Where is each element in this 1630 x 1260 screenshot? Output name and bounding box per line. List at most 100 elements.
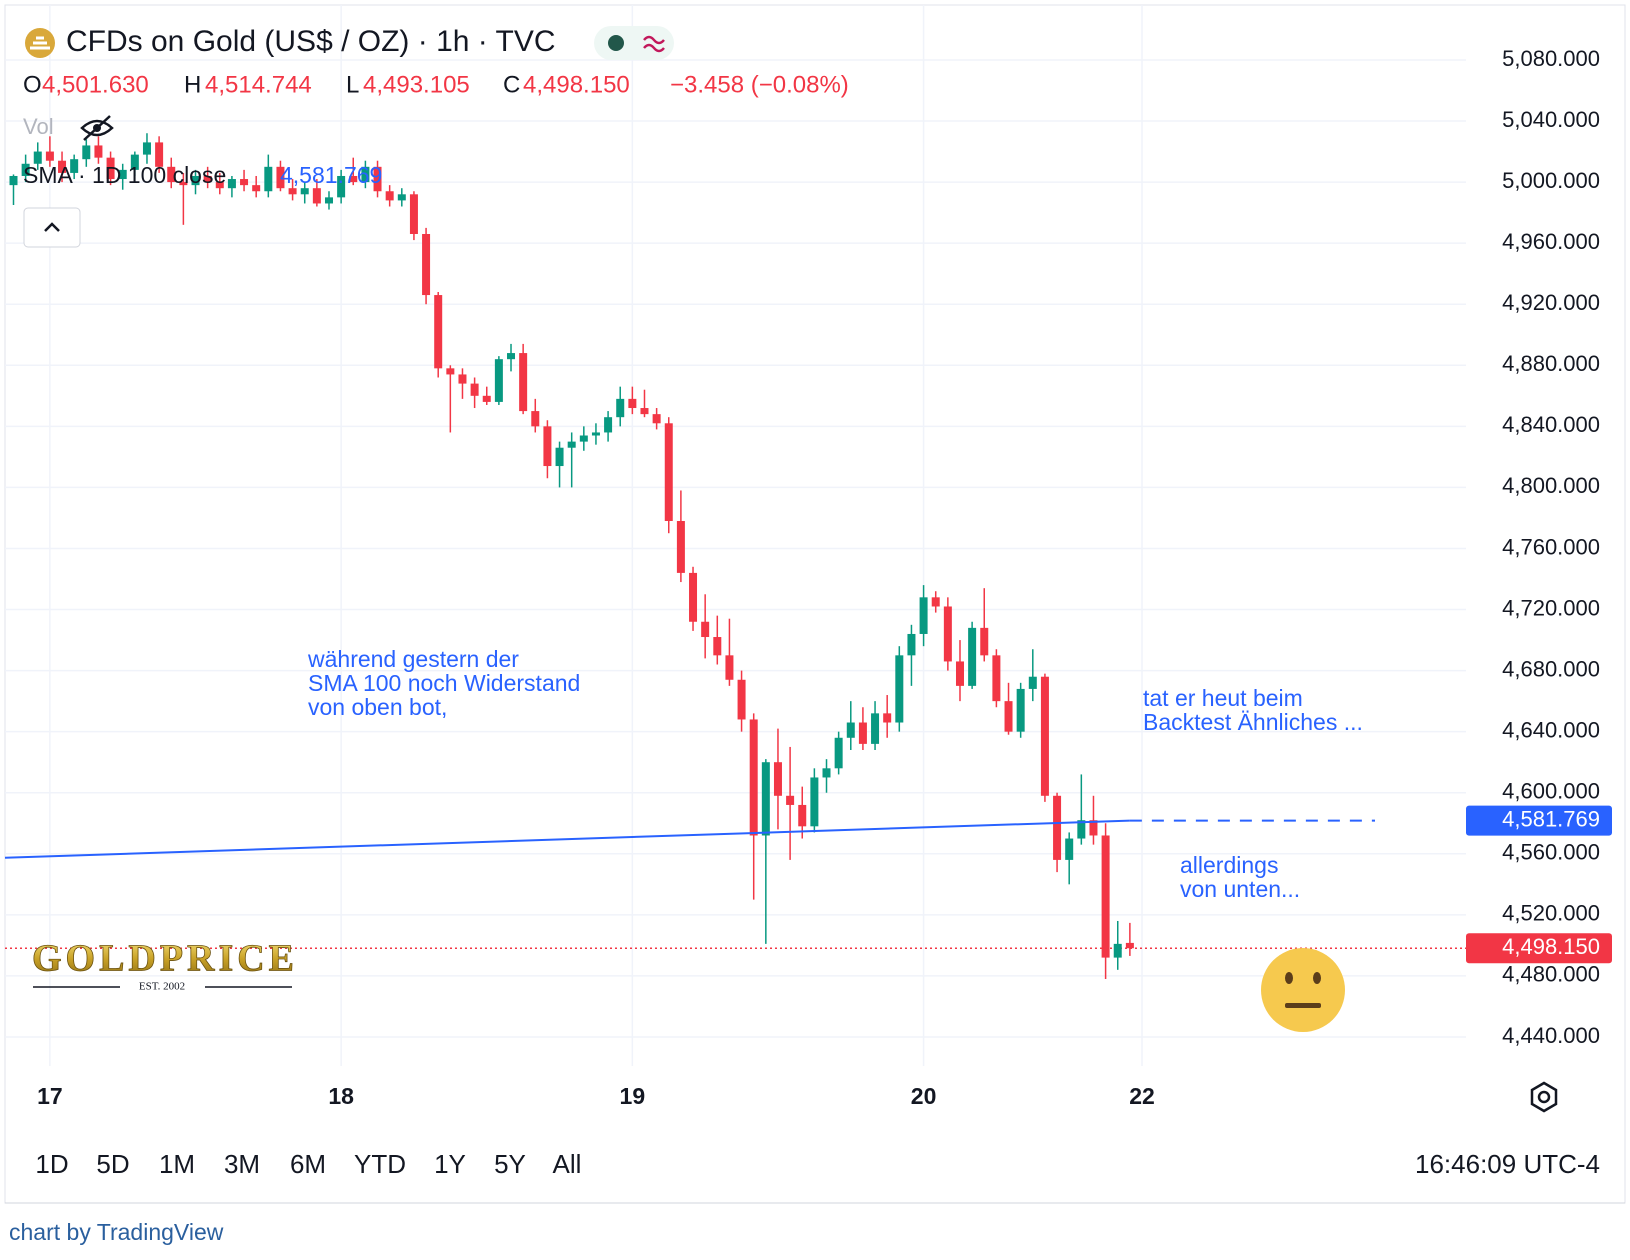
- candle-body: [871, 713, 880, 744]
- y-tick-label: 5,080.000: [1502, 46, 1600, 71]
- ohlc-value: 4,501.630: [42, 71, 149, 98]
- candle-body: [215, 182, 224, 189]
- candle-body: [895, 655, 904, 723]
- y-tick-label: 4,760.000: [1502, 534, 1600, 559]
- candle-body: [252, 185, 261, 192]
- settings-icon[interactable]: [1530, 1081, 1558, 1113]
- candle-body: [725, 655, 734, 680]
- ohlc-key: C: [503, 71, 520, 98]
- candle-body: [1101, 835, 1110, 958]
- candle-body: [543, 426, 552, 467]
- eye-slash: [83, 115, 111, 141]
- chart-title: CFDs on Gold (US$ / OZ) · 1h · TVC: [66, 25, 556, 58]
- sma-legend-value: 4,581.769: [280, 162, 382, 188]
- candle-body: [822, 768, 831, 778]
- emoji-eye: [1285, 972, 1293, 984]
- candle-body: [737, 679, 746, 720]
- candle-body: [531, 411, 540, 427]
- annotation: tat er heut beim: [1143, 685, 1303, 711]
- candle-body: [118, 169, 127, 180]
- candle-body: [409, 194, 418, 234]
- clock: 16:46:09 UTC-4: [1415, 1149, 1600, 1179]
- candle-body: [664, 423, 673, 521]
- candle-body: [482, 395, 491, 402]
- candle-body: [142, 142, 151, 155]
- ohlc-key: L: [346, 71, 359, 98]
- annotation: von unten...: [1180, 876, 1300, 902]
- candle-body: [1040, 676, 1049, 796]
- candle-body: [980, 627, 989, 656]
- candle-body: [567, 441, 576, 448]
- sma-price-badge: [1466, 805, 1612, 836]
- range-button[interactable]: 1Y: [434, 1149, 466, 1179]
- grid: [5, 5, 1466, 1066]
- candle-body: [604, 417, 613, 433]
- x-tick-label: 19: [620, 1083, 646, 1109]
- candle-body: [82, 145, 91, 160]
- status-pill[interactable]: [594, 26, 674, 60]
- candle-body: [397, 194, 406, 201]
- range-button[interactable]: 6M: [290, 1149, 326, 1179]
- candle-body: [470, 383, 479, 396]
- candle-body: [798, 804, 807, 827]
- range-button[interactable]: 1D: [35, 1149, 68, 1179]
- candle-body: [919, 597, 928, 634]
- candle-body: [858, 722, 867, 744]
- candle-body: [1077, 820, 1086, 839]
- candle-body: [507, 353, 516, 360]
- candle-body: [579, 435, 588, 442]
- candle-body: [21, 163, 30, 176]
- range-button[interactable]: 3M: [224, 1149, 260, 1179]
- candle-body: [58, 160, 67, 173]
- range-button[interactable]: YTD: [354, 1149, 406, 1179]
- ohlc-value: 4,514.744: [205, 71, 312, 98]
- y-tick-label: 4,880.000: [1502, 351, 1600, 376]
- range-button[interactable]: 1M: [159, 1149, 195, 1179]
- candle-body: [33, 151, 42, 164]
- y-tick-label: 4,600.000: [1502, 779, 1600, 804]
- logo-tagline: EST. 2002: [139, 981, 185, 993]
- candle-body: [1004, 701, 1013, 732]
- candle-body: [240, 179, 249, 186]
- candle-body: [434, 295, 443, 369]
- attribution[interactable]: chart by TradingView: [9, 1219, 224, 1245]
- collapse-button[interactable]: [23, 207, 81, 248]
- y-tick-label: 4,480.000: [1502, 962, 1600, 987]
- annotation: von oben bot,: [308, 694, 447, 720]
- candle-body: [1053, 795, 1062, 860]
- candle-body: [446, 368, 455, 375]
- range-button[interactable]: All: [553, 1149, 582, 1179]
- candle-body: [264, 166, 273, 192]
- candle-body: [349, 175, 358, 183]
- candle-body: [70, 159, 79, 173]
- last-price-label: 4,498.150: [1502, 934, 1600, 959]
- y-tick-label: 5,040.000: [1502, 107, 1600, 132]
- candle-body: [1125, 942, 1134, 949]
- annotation: während gestern der: [307, 646, 519, 672]
- candle-body: [494, 359, 503, 402]
- sma-line: [4, 819, 1130, 859]
- candle-body: [689, 572, 698, 622]
- delayed-icon: [643, 35, 665, 53]
- candle-body: [943, 606, 952, 662]
- x-tick-label: 18: [328, 1083, 354, 1109]
- ohlc-row: O 4,501.630 H 4,514.744 L 4,493.105 C 4,498.150: [23, 71, 630, 98]
- candle-body: [834, 737, 843, 769]
- candle-body: [179, 182, 188, 186]
- range-button[interactable]: 5Y: [494, 1149, 526, 1179]
- symbol-icon-bars: [30, 36, 50, 50]
- hidden-eye-icon[interactable]: [80, 115, 114, 141]
- candle-body: [628, 398, 637, 409]
- candle-body: [992, 655, 1001, 702]
- range-button[interactable]: 5D: [96, 1149, 129, 1179]
- candle-body: [458, 374, 467, 384]
- candle-body: [640, 408, 649, 415]
- candle-body: [555, 447, 564, 467]
- candle-body: [9, 175, 18, 186]
- candle-body: [773, 762, 782, 796]
- emoji-face: [1261, 948, 1345, 1032]
- collapse-arrow: [44, 222, 60, 232]
- candle-body: [676, 520, 685, 573]
- sma-price-label: 4,581.769: [1502, 806, 1600, 831]
